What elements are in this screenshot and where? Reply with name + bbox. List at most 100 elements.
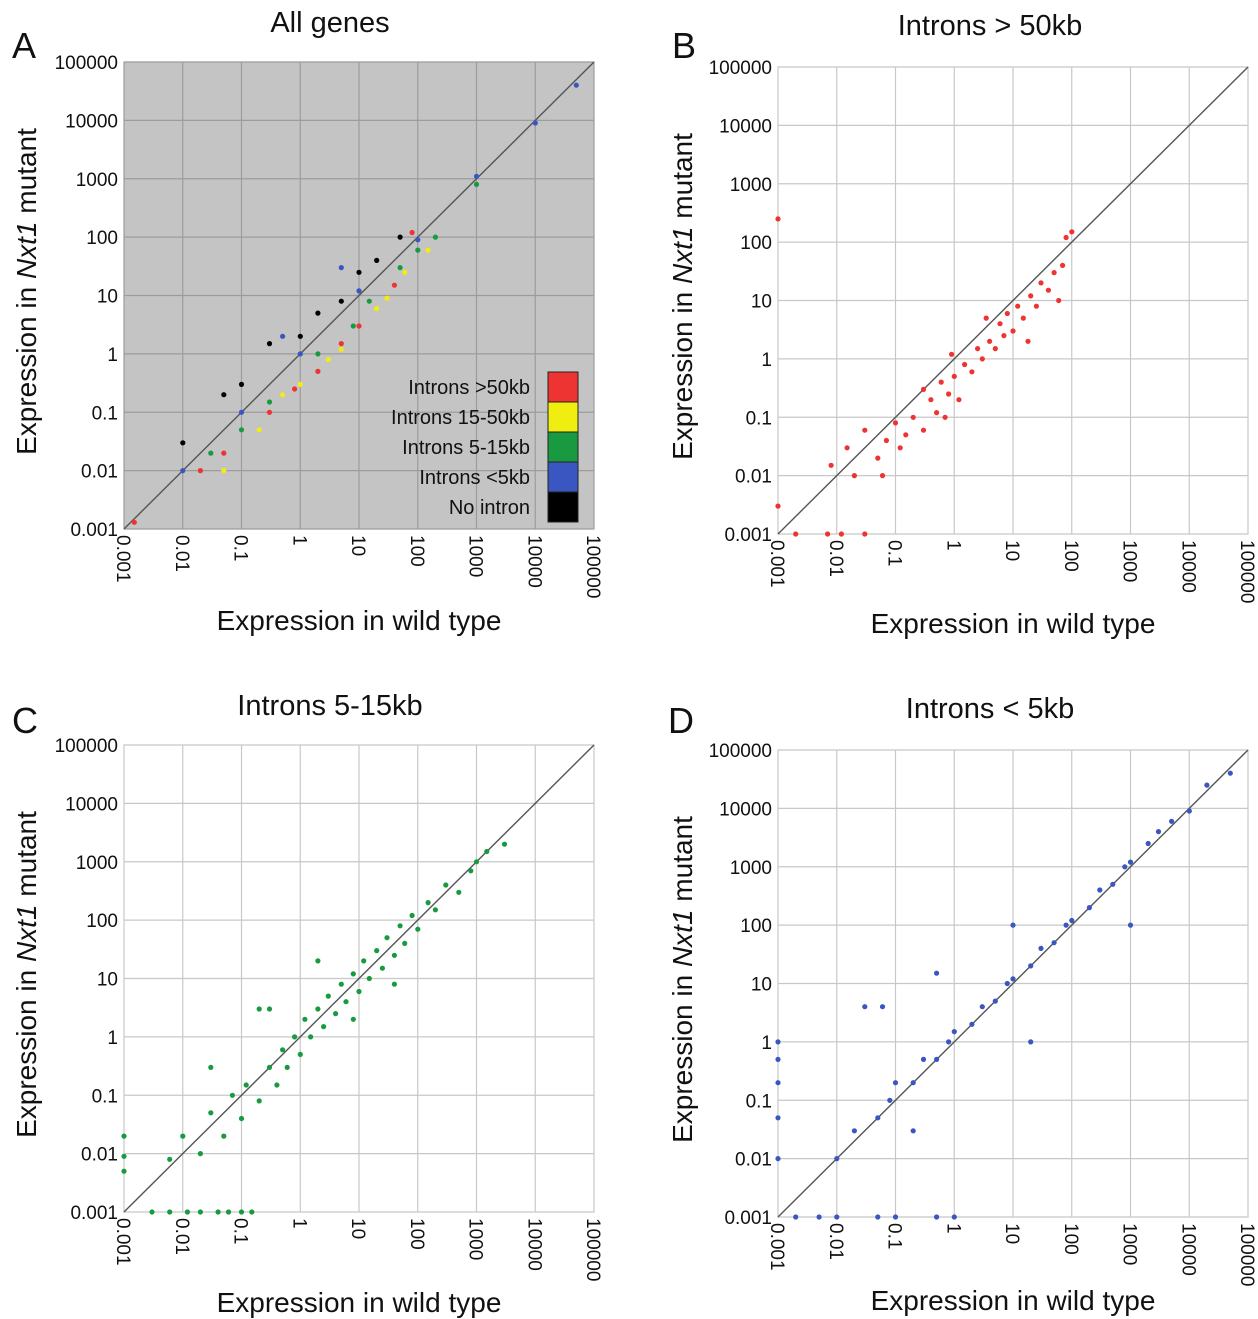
y-axis-label: Expression in Nxt1 mutant (667, 133, 698, 460)
data-point (215, 1209, 221, 1215)
data-point (315, 368, 321, 374)
data-point (350, 323, 356, 329)
data-point (1063, 234, 1069, 241)
data-point (910, 414, 916, 420)
data-point (969, 1021, 975, 1027)
data-point (338, 265, 344, 271)
data-point (338, 341, 344, 347)
x-axis-label: Expression in wild type (217, 605, 502, 636)
panel-title: Introns > 50kb (898, 10, 1083, 42)
data-point (484, 848, 490, 855)
data-point (225, 1209, 232, 1215)
data-point (501, 841, 508, 847)
x-tick-label: 10000 (523, 1218, 544, 1271)
data-point (208, 450, 214, 456)
data-point (969, 369, 975, 375)
data-point (1004, 980, 1010, 987)
data-point (1010, 922, 1016, 928)
data-point (892, 1080, 899, 1086)
data-point (379, 965, 385, 971)
data-point (292, 386, 298, 392)
y-axis-label-part: mutant (667, 133, 698, 227)
y-tick-label: 10 (97, 970, 118, 991)
data-point (1028, 963, 1034, 969)
data-point (1004, 310, 1010, 317)
data-point (1045, 287, 1051, 293)
y-tick-label: 10 (97, 287, 118, 308)
data-point (443, 882, 449, 888)
data-point (238, 1209, 245, 1215)
data-point (356, 988, 362, 995)
series-4 (180, 234, 403, 446)
x-tick-label: 1000 (465, 535, 486, 577)
y-tick-label: 1000 (730, 175, 772, 196)
y-tick-label: 1 (107, 1028, 118, 1049)
data-point (1060, 262, 1066, 268)
y-tick-label: 10 (751, 975, 772, 996)
data-point (879, 1004, 886, 1010)
data-point (1069, 917, 1075, 924)
data-point (1155, 829, 1162, 835)
data-point (1028, 1039, 1034, 1045)
data-point (302, 1016, 308, 1022)
data-point (167, 1209, 173, 1215)
data-point (333, 1011, 339, 1017)
data-point (879, 473, 886, 479)
data-point (1063, 922, 1069, 928)
data-point (473, 173, 480, 179)
legend-entry: No intron (449, 497, 530, 519)
data-point (862, 531, 868, 537)
diagonal-line (123, 61, 595, 530)
x-tick-label: 10 (347, 535, 368, 556)
data-point (573, 82, 579, 88)
data-point (1127, 922, 1134, 928)
data-point (266, 409, 273, 415)
data-point (409, 229, 415, 236)
data-point (920, 427, 927, 433)
data-point (838, 531, 845, 537)
data-point (844, 445, 850, 451)
data-point (875, 1214, 881, 1220)
legend-entry: Introns 15-50kb (391, 407, 530, 429)
data-point (851, 1128, 858, 1134)
data-point (775, 1080, 781, 1086)
y-axis-label-part: Nxt1 (11, 904, 42, 962)
data-point (892, 420, 899, 426)
data-point (1038, 280, 1044, 286)
data-point (1020, 315, 1026, 321)
y-tick-label: 100000 (709, 58, 772, 79)
y-tick-label: 1000 (76, 170, 118, 191)
y-tick-label: 100 (740, 233, 772, 254)
y-axis-label-part: Expression in (667, 284, 698, 460)
data-point (121, 1168, 127, 1174)
y-axis-label-part: Expression in (11, 279, 42, 455)
x-tick-label: 100000 (1236, 540, 1257, 603)
x-tick-label: 100 (1060, 1223, 1081, 1255)
data-point (266, 1064, 273, 1070)
data-point (1010, 976, 1016, 982)
x-tick-label: 0.01 (171, 1218, 192, 1255)
data-point (875, 455, 881, 461)
data-point (938, 379, 944, 385)
y-axis-label-part: Nxt1 (667, 909, 698, 967)
y-tick-label: 0.1 (746, 408, 772, 429)
data-point (343, 999, 349, 1005)
y-tick-label: 10000 (719, 799, 772, 820)
data-point (1069, 229, 1075, 235)
data-point (374, 257, 380, 263)
x-tick-label: 1 (942, 540, 963, 551)
data-point (793, 531, 799, 537)
x-tick-label: 1000 (465, 1218, 486, 1260)
data-point (1015, 303, 1021, 309)
panel-label: A (12, 25, 36, 66)
series-0 (121, 841, 508, 1215)
data-point (983, 315, 989, 321)
data-point (297, 333, 303, 339)
data-point (775, 1115, 781, 1121)
data-point (280, 1047, 286, 1053)
data-point (274, 1082, 280, 1088)
data-point (208, 1110, 214, 1116)
